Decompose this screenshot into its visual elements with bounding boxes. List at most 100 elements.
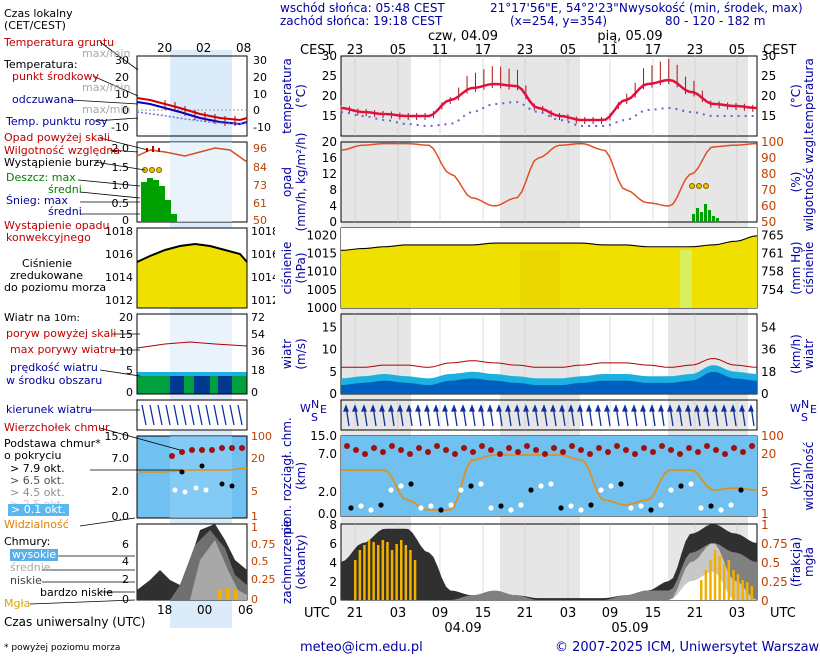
legend-temp-title: Temperatura:	[4, 58, 78, 71]
wind-arrow-head	[577, 404, 583, 412]
wind-arrow-head	[442, 404, 448, 412]
top-hour: 17	[475, 43, 492, 58]
side-label: ciśnienie	[802, 242, 816, 295]
svg-text:W: W	[790, 402, 801, 415]
top-hour: 05	[729, 43, 746, 58]
legend-direction: kierunek wiatru	[6, 403, 92, 416]
legend-humidity: Wilgotność względna	[4, 144, 121, 157]
cloud-base-dot	[658, 502, 664, 508]
cloud-top-dot	[524, 443, 530, 449]
fog-bar	[400, 540, 403, 600]
temp-rtick: 20	[761, 89, 776, 103]
local-tick-3: 08	[236, 41, 251, 55]
wind-arrow-head	[541, 404, 547, 412]
cloud-ltick: 0.0	[318, 507, 337, 521]
wind-arrow-head	[559, 404, 565, 412]
legend-visibility: Widzialność	[4, 518, 69, 531]
left-cover-rtick: 0.5	[251, 555, 269, 568]
cloud-base-dot	[588, 502, 594, 508]
local-ticks: 20 02 08	[157, 41, 251, 55]
cloud-base-dot	[448, 502, 454, 508]
cloud-top-dot	[353, 447, 359, 453]
fog-bar	[746, 582, 749, 600]
left-wind-rtick: 36	[251, 345, 265, 358]
cloud-base-dot	[368, 507, 374, 513]
legend-pressure-3: do poziomu morza	[4, 281, 107, 294]
legend-gust-over: poryw powyżej skali	[6, 327, 117, 340]
wind-arrow-head	[370, 404, 376, 412]
wind-arrow-head	[424, 404, 430, 412]
legend-cloud-base2: o pokryciu	[4, 449, 62, 462]
cloud-base-dot	[378, 502, 384, 508]
precip-ltick: 4	[329, 199, 337, 213]
cover-ltick: 4	[329, 556, 337, 570]
wind-arrow-head	[595, 404, 601, 412]
precip-rtick: 100	[761, 135, 784, 149]
fog-bar	[709, 560, 712, 600]
bottom-hour: 03	[560, 606, 577, 621]
wind-arrow-head	[523, 404, 529, 412]
left-precip-rtick: 73	[253, 179, 267, 192]
cloud-top-dot	[371, 445, 377, 451]
wind-arrow-head	[514, 404, 520, 412]
fog-bar	[713, 550, 717, 600]
legend-conv: Wystąpienie opadu	[4, 219, 110, 232]
fog-bar	[354, 560, 357, 600]
cloud-top-dot	[398, 447, 404, 453]
sunset-text: zachód słońca: 19:18 CEST	[280, 14, 443, 28]
left-wind-ltick: 5	[126, 364, 133, 377]
side-label: temperatura	[802, 58, 816, 134]
fog-bar	[413, 560, 417, 600]
cloud-top-dot	[668, 447, 674, 453]
left-temp-rticks: 30 20 10 0 -10	[253, 54, 271, 134]
top-hour: 05	[560, 43, 577, 58]
fog-bar	[409, 550, 412, 600]
fog-bar	[386, 542, 389, 600]
cloud-top-dot	[731, 445, 737, 451]
footer-copyright: © 2007-2025 ICM, Uniwersytet Warszawski	[555, 640, 820, 655]
cloud-top-dot	[461, 445, 467, 451]
press-rtick: 754	[761, 283, 784, 297]
bottom-hour: 03	[729, 606, 746, 621]
left-direction-panel	[136, 399, 248, 431]
cloud-top-dot	[362, 451, 368, 457]
fog-bar	[358, 550, 362, 600]
cloud-base-dot	[618, 481, 624, 487]
cloud-top-dot	[497, 451, 503, 457]
wind-arrow-head	[712, 404, 718, 412]
left-precip-rtick: 84	[253, 161, 267, 174]
left-cover-rtick: 0.75	[251, 538, 275, 551]
wind-arrow-head	[505, 404, 511, 412]
press-rtick: 758	[761, 265, 784, 279]
temp-ltick: 15	[322, 109, 337, 123]
legend-temp-mid-sub: max/min	[82, 81, 131, 94]
wind-arrow-head	[388, 404, 394, 412]
legend-precip-heavy: Opad powyżej skali	[4, 131, 110, 144]
legend-okt-5: > 0.1 okt.	[8, 504, 69, 516]
fog-bar	[381, 540, 385, 600]
legend-ground-sub: max/min	[82, 47, 131, 60]
footer-email[interactable]: meteo@icm.edu.pl	[300, 640, 423, 655]
cloud-base-dot	[388, 487, 394, 493]
left-press-ltick: 1012	[105, 294, 133, 307]
left-precip-panel: 2.0 1.5 1.0 0.5 0 96 84 73 61 50	[112, 141, 267, 227]
left-press-rtick: 1014	[251, 271, 275, 284]
wind-arrow-head	[658, 404, 664, 412]
cloud-ltick: 15.0	[310, 429, 337, 443]
press-ltick: 1015	[306, 246, 337, 260]
cloud-rtick: 5	[761, 485, 769, 499]
left-cover-rtick: 0.25	[251, 573, 275, 586]
temp-rtick: 30	[761, 49, 776, 63]
cloud-base-dot	[688, 481, 694, 487]
bottom-hour: 21	[517, 606, 534, 621]
cloud-base-dot	[438, 507, 444, 513]
legend-snow-max: Śnieg: max	[6, 194, 68, 207]
wind-panel: 15 10 5 0 54 36 18 0	[322, 320, 777, 401]
legend-cloud-base: Podstawa chmur*	[4, 437, 101, 450]
legend-meteogram: 20 02 08 30 20 10 0 -10 30 20 10 0	[29, 41, 275, 628]
top-hour: 05	[390, 43, 407, 58]
wind-arrow-head	[532, 404, 538, 412]
bottom-day-2: 05.09	[611, 621, 648, 636]
cloud-top-dot	[605, 449, 611, 455]
legend-okt-1: > 7.9 okt.	[10, 462, 65, 475]
